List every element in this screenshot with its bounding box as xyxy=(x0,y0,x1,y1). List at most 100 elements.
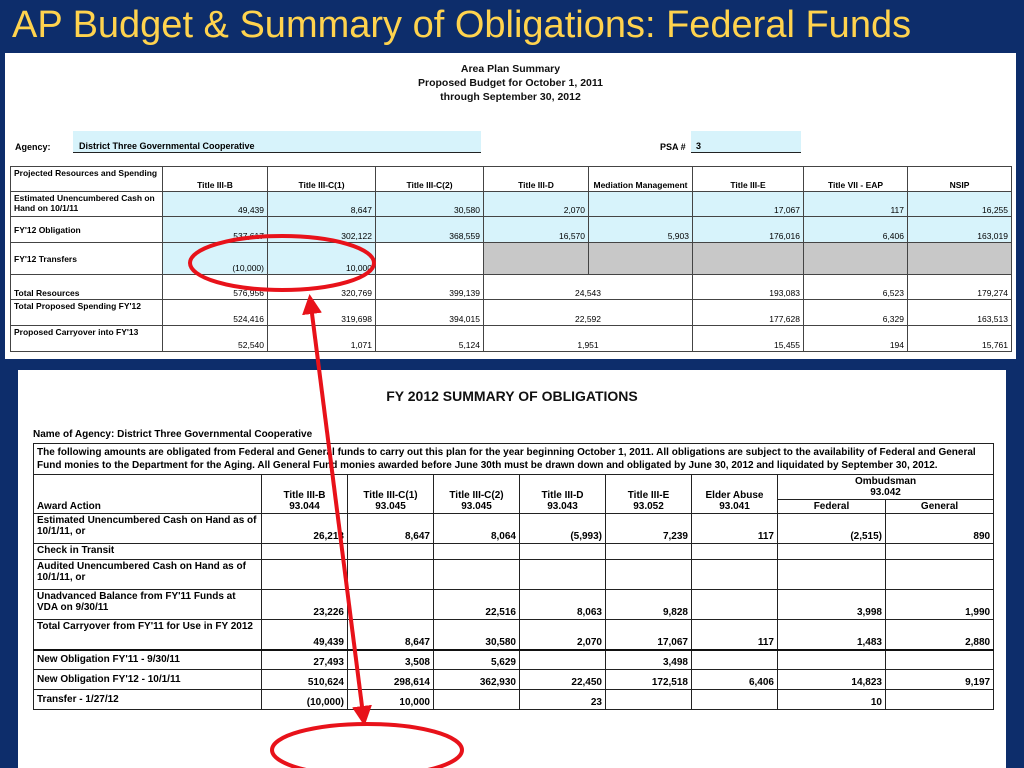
cell-value xyxy=(606,544,692,560)
table-header-row: Projected Resources and Spending Title I… xyxy=(11,167,1012,192)
cell-value: (2,515) xyxy=(778,514,886,544)
row-label: Estimated Unencumbered Cash on Hand as o… xyxy=(34,514,262,544)
intro-text: The following amounts are obligated from… xyxy=(34,444,994,475)
cell-value: 7,239 xyxy=(606,514,692,544)
column-header: Title III-E93.052 xyxy=(606,475,692,514)
cell-value: 9,197 xyxy=(886,670,994,690)
column-code: 93.044 xyxy=(289,501,320,512)
cell-value xyxy=(606,560,692,590)
award-action-header: Award Action xyxy=(34,475,262,514)
cell-value: 368,559 xyxy=(376,217,484,243)
cell-value: 298,614 xyxy=(348,670,434,690)
grey-cell xyxy=(484,243,589,275)
area-plan-heading-1: Area Plan Summary xyxy=(5,63,1016,76)
row-label: Transfer - 1/27/12 xyxy=(34,690,262,710)
cell-value: 8,063 xyxy=(520,590,606,620)
cell-value: 319,698 xyxy=(268,300,376,326)
cell-value: 2,070 xyxy=(484,192,589,217)
table-row: New Obligation FY'12 - 10/1/11 510,624 2… xyxy=(34,670,994,690)
cell-value: 576,956 xyxy=(163,275,268,300)
cell-value: 117 xyxy=(692,514,778,544)
row-label: Total Carryover from FY'11 for Use in FY… xyxy=(34,620,262,650)
cell-value: 399,139 xyxy=(376,275,484,300)
cell-value xyxy=(262,544,348,560)
cell-value: 10,000 xyxy=(268,243,376,275)
cell-value: 194 xyxy=(804,326,908,352)
column-code: 93.043 xyxy=(547,501,578,512)
cell-value xyxy=(886,690,994,710)
column-header: Title III-B xyxy=(163,167,268,192)
agency-value: District Three Governmental Cooperative xyxy=(73,131,481,153)
cell-value: 6,329 xyxy=(804,300,908,326)
cell-value: 17,067 xyxy=(606,620,692,650)
table-row: Total Carryover from FY'11 for Use in FY… xyxy=(34,620,994,650)
cell-value: 52,540 xyxy=(163,326,268,352)
cell-value xyxy=(434,690,520,710)
cell-value: 10,000 xyxy=(348,690,434,710)
cell-value xyxy=(348,544,434,560)
table-row: Audited Unencumbered Cash on Hand as of … xyxy=(34,560,994,590)
cell-value: 17,067 xyxy=(693,192,804,217)
psa-value: 3 xyxy=(691,131,801,153)
column-code: 93.052 xyxy=(633,501,664,512)
cell-value: 27,493 xyxy=(262,650,348,670)
cell-value: 22,450 xyxy=(520,670,606,690)
column-header: Title III-C(1)93.045 xyxy=(348,475,434,514)
cell-value: 362,930 xyxy=(434,670,520,690)
row-label: New Obligation FY'11 - 9/30/11 xyxy=(34,650,262,670)
header-row-label: Projected Resources and Spending xyxy=(11,167,163,192)
cell-value: 172,518 xyxy=(606,670,692,690)
column-header: Title III-D xyxy=(484,167,589,192)
cell-value: 26,213 xyxy=(262,514,348,544)
cell-value: 5,629 xyxy=(434,650,520,670)
table-row: Proposed Carryover into FY'13 52,540 1,0… xyxy=(11,326,1012,352)
cell-value: 1,483 xyxy=(778,620,886,650)
cell-value xyxy=(262,560,348,590)
cell-value: 890 xyxy=(886,514,994,544)
cell-value: 22,516 xyxy=(434,590,520,620)
row-label: Audited Unencumbered Cash on Hand as of … xyxy=(34,560,262,590)
cell-value xyxy=(348,590,434,620)
cell-value: 8,647 xyxy=(348,514,434,544)
cell-value xyxy=(520,650,606,670)
row-label: FY'12 Transfers xyxy=(11,243,163,275)
column-header: NSIP xyxy=(908,167,1012,192)
cell-value: 5,903 xyxy=(589,217,693,243)
cell-value xyxy=(886,544,994,560)
column-header: Title III-D93.043 xyxy=(520,475,606,514)
column-name: Ombudsman xyxy=(855,476,916,487)
row-label: FY'12 Obligation xyxy=(11,217,163,243)
cell-value xyxy=(348,560,434,590)
table-row: FY'12 Transfers (10,000) 10,000 xyxy=(11,243,1012,275)
intro-row: The following amounts are obligated from… xyxy=(34,444,994,475)
cell-value xyxy=(778,650,886,670)
cell-value: 16,255 xyxy=(908,192,1012,217)
cell-value: 163,019 xyxy=(908,217,1012,243)
cell-value: 117 xyxy=(804,192,908,217)
area-plan-panel: Area Plan Summary Proposed Budget for Oc… xyxy=(5,53,1016,359)
cell-value xyxy=(778,544,886,560)
table-row: Transfer - 1/27/12 (10,000) 10,000 23 10 xyxy=(34,690,994,710)
column-header: Elder Abuse93.041 xyxy=(692,475,778,514)
cell-value xyxy=(692,690,778,710)
column-name: Title III-D xyxy=(541,490,583,501)
cell-value: 2,070 xyxy=(520,620,606,650)
cell-value: 6,523 xyxy=(804,275,908,300)
column-name: Title III-C(2) xyxy=(449,490,503,501)
cell-value: 23,226 xyxy=(262,590,348,620)
cell-value: 23 xyxy=(520,690,606,710)
cell-value: 302,122 xyxy=(268,217,376,243)
cell-value: 22,592 xyxy=(484,300,693,326)
cell-value xyxy=(886,560,994,590)
table-row: Unadvanced Balance from FY'11 Funds at V… xyxy=(34,590,994,620)
column-code: 93.045 xyxy=(461,501,492,512)
cell-value: (10,000) xyxy=(163,243,268,275)
column-code: 93.041 xyxy=(719,501,750,512)
agency-label: Agency: xyxy=(15,142,51,152)
cell-value: 510,624 xyxy=(262,670,348,690)
grey-cell xyxy=(589,243,693,275)
column-name: Title III-E xyxy=(628,490,670,501)
cell-value xyxy=(606,690,692,710)
cell-value: 6,406 xyxy=(692,670,778,690)
table-row: Total Proposed Spending FY'12 524,416 31… xyxy=(11,300,1012,326)
